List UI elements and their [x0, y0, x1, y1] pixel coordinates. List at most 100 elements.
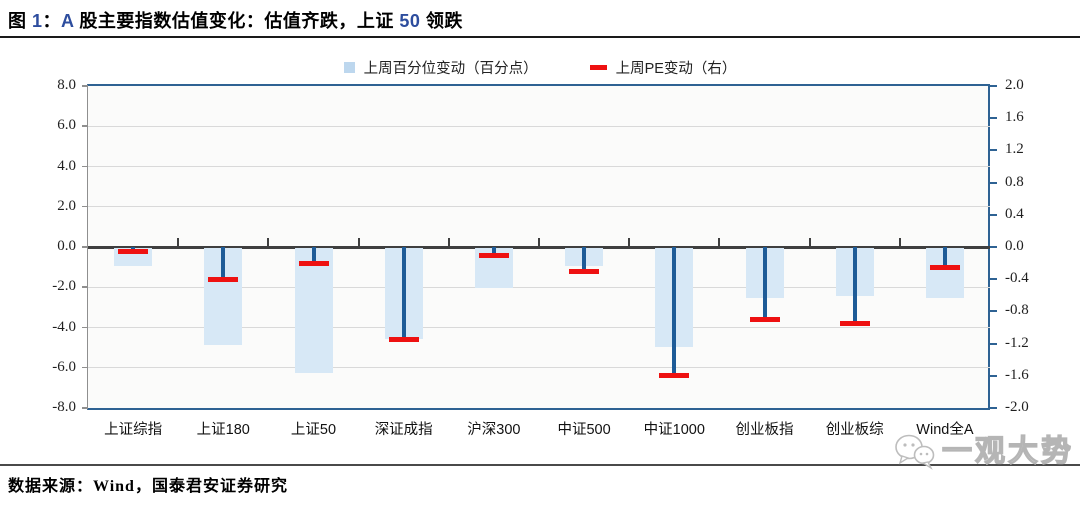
pe-marker: [659, 373, 690, 379]
x-axis-tick: [898, 238, 901, 247]
bar-percentile-change: [294, 248, 333, 373]
left-axis-tick: [82, 286, 88, 288]
legend-label-pe: 上周PE变动（右）: [615, 61, 737, 77]
right-axis-label: -2.0: [1005, 399, 1029, 415]
left-axis-tick: [82, 246, 88, 248]
pe-stem: [762, 247, 767, 320]
legend-square-swatch-icon: [343, 62, 355, 73]
legend-label-percentile: 上周百分位变动（百分点）: [363, 61, 538, 77]
x-axis-tick: [628, 238, 631, 247]
pe-stem: [942, 247, 947, 268]
right-axis-tick: [990, 117, 997, 120]
category-label: 中证1000: [643, 422, 705, 438]
gridline: [88, 166, 990, 167]
left-axis-label: 4.0: [57, 157, 76, 174]
pe-marker: [298, 260, 329, 266]
legend-dash-swatch-icon: [589, 65, 607, 70]
pe-marker: [929, 264, 960, 270]
right-axis-label: -1.6: [1005, 366, 1029, 383]
figure-title-segment: 股主要指数估值变化：估值齐跌，上证: [73, 11, 400, 31]
left-axis-label: 2.0: [57, 197, 76, 214]
pe-stem: [672, 247, 677, 376]
pe-marker: [749, 316, 780, 322]
category-label: 深证成指: [374, 422, 433, 438]
right-axis-tick: [990, 278, 997, 281]
category-label: 沪深300: [467, 422, 521, 438]
x-axis-tick: [808, 238, 811, 247]
gridline: [88, 286, 990, 288]
right-axis-tick: [990, 213, 997, 216]
title-underline: [0, 36, 1080, 38]
pe-marker: [118, 248, 149, 254]
x-axis-tick: [447, 238, 450, 247]
watermark-text: 一观大势: [941, 434, 1074, 468]
left-axis-label: 0.0: [57, 238, 76, 254]
right-axis-tick: [990, 85, 997, 87]
right-axis-label: 1.6: [1005, 109, 1024, 126]
pe-marker: [569, 268, 600, 274]
watermark-logo: 一观大势: [894, 432, 1074, 472]
left-axis-tick: [82, 407, 88, 409]
figure-title-segment: 50: [399, 11, 421, 31]
right-axis-tick: [990, 342, 997, 345]
legend-item-pe: 上周PE变动（右）: [589, 57, 737, 78]
left-axis-label: -4.0: [52, 318, 76, 335]
figure-title-segment: 领跌: [420, 11, 463, 31]
pe-stem: [491, 247, 496, 256]
category-label: Wind全A: [916, 422, 974, 438]
pe-stem: [852, 247, 857, 324]
left-axis-label: 8.0: [57, 77, 76, 93]
left-axis-label: 6.0: [57, 117, 76, 134]
right-axis-label: -1.2: [1005, 334, 1029, 351]
footer-divider: [0, 464, 1080, 466]
x-axis-tick: [177, 238, 180, 247]
category-label: 创业板指: [735, 422, 794, 438]
left-axis-tick: [82, 125, 88, 127]
pe-stem: [582, 247, 587, 272]
right-axis-tick: [990, 246, 997, 248]
pe-marker: [839, 320, 870, 326]
data-source: 数据来源：Wind，国泰君安证券研究: [8, 478, 288, 495]
chart-legend: 上周百分位变动（百分点） 上周PE变动（右）: [0, 57, 1080, 78]
pe-stem: [221, 247, 226, 280]
chat-bubbles-icon: [895, 434, 935, 470]
pe-stem: [401, 247, 406, 340]
figure-title: 图 1：A 股主要指数估值变化：估值齐跌，上证 50 领跌: [8, 7, 463, 33]
legend-item-percentile: 上周百分位变动（百分点）: [343, 57, 538, 78]
left-axis-tick: [82, 366, 88, 369]
pe-marker: [208, 276, 239, 282]
right-axis-label: 0.0: [1005, 238, 1024, 254]
pe-stem: [311, 247, 316, 264]
zero-line: [88, 245, 990, 249]
x-axis-tick: [718, 238, 721, 247]
pe-marker: [478, 252, 509, 258]
figure-title-segment: A: [61, 11, 74, 31]
left-axis-label: -8.0: [52, 399, 76, 415]
right-axis-tick: [990, 149, 997, 152]
pe-marker: [388, 337, 419, 343]
category-label: 上证综指: [104, 422, 163, 438]
category-label: 上证50: [290, 422, 337, 438]
right-axis-label: -0.8: [1005, 302, 1029, 319]
left-axis-label: -2.0: [52, 278, 76, 295]
right-axis-label: 1.2: [1005, 141, 1024, 158]
right-axis-tick: [990, 407, 997, 409]
gridline: [88, 367, 990, 369]
gridline: [88, 206, 990, 208]
figure-title-segment: 图: [8, 11, 33, 31]
right-axis-tick: [990, 374, 997, 377]
x-axis-tick: [357, 238, 360, 247]
right-axis-label: 0.8: [1005, 173, 1024, 190]
right-axis-label: -0.4: [1005, 270, 1029, 287]
left-axis-label: -6.0: [52, 358, 76, 375]
x-axis-tick: [267, 238, 270, 247]
left-axis-tick: [82, 165, 88, 167]
gridline: [88, 125, 990, 127]
right-axis-tick: [990, 181, 997, 184]
figure-title-segment: ：: [42, 11, 62, 31]
left-axis-tick: [82, 205, 88, 208]
gridline: [88, 327, 990, 328]
right-axis-label: 2.0: [1005, 77, 1024, 93]
